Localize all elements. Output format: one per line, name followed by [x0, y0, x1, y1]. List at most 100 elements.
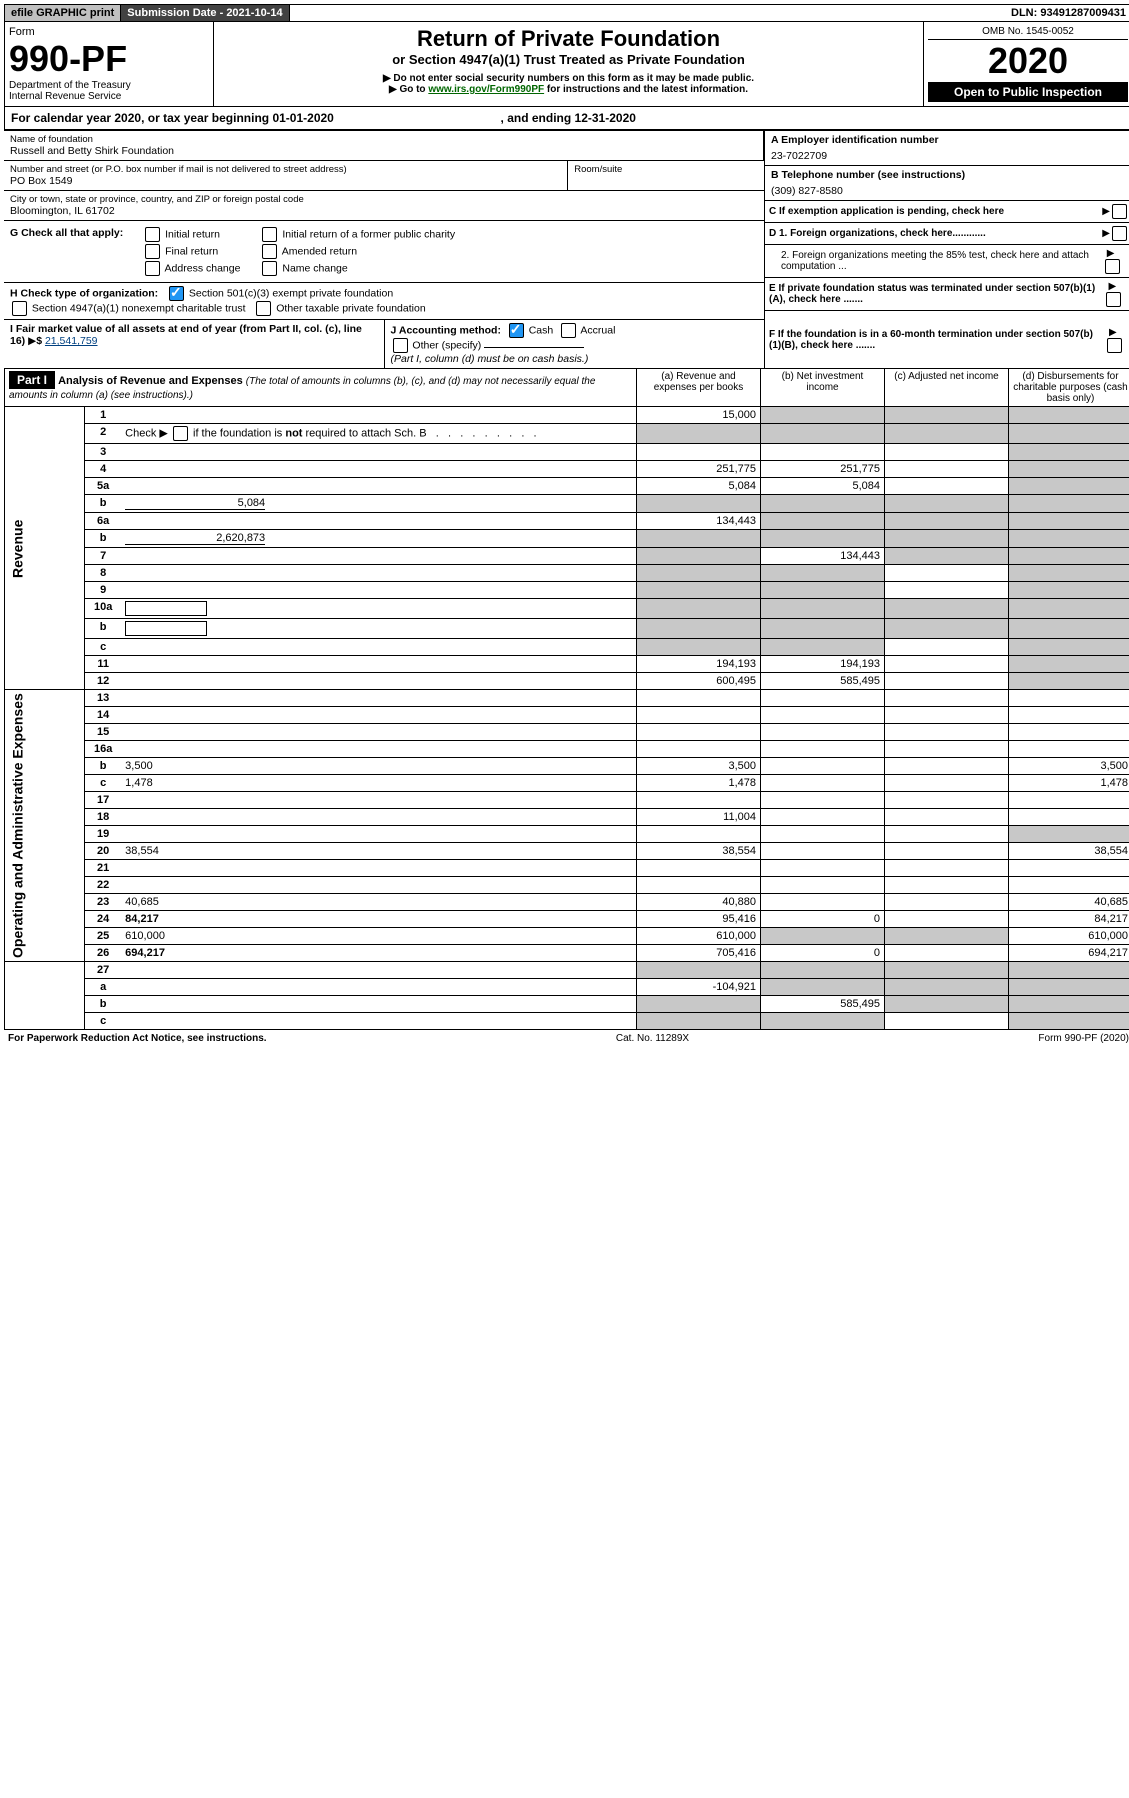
addr-label: Number and street (or P.O. box number if… — [10, 164, 561, 175]
e-label: E If private foundation status was termi… — [769, 283, 1104, 305]
table-row: 17 — [5, 792, 1129, 809]
table-row: 19 — [5, 826, 1129, 843]
table-row: Revenue115,000 — [5, 407, 1129, 424]
submission-date: Submission Date - 2021-10-14 — [121, 5, 289, 21]
ein: 23-7022709 — [771, 146, 1127, 162]
name-label: Name of foundation — [10, 134, 757, 145]
checkbox-icon[interactable] — [145, 244, 160, 259]
note1: ▶ Do not enter social security numbers o… — [218, 73, 919, 84]
table-row: 8 — [5, 565, 1129, 582]
col-b: (b) Net investment income — [761, 369, 885, 407]
fmv-value: 21,541,759 — [45, 335, 98, 347]
form-number: 990-PF — [9, 38, 209, 80]
note2: ▶ Go to www.irs.gov/Form990PF for instru… — [218, 84, 919, 95]
table-row: 3 — [5, 444, 1129, 461]
checkbox-icon[interactable] — [262, 244, 277, 259]
j-label: J Accounting method: — [391, 324, 501, 336]
checkbox-icon[interactable] — [561, 323, 576, 338]
footer-mid: Cat. No. 11289X — [616, 1033, 689, 1044]
city: Bloomington, IL 61702 — [10, 205, 758, 217]
foundation-name: Russell and Betty Shirk Foundation — [10, 145, 757, 157]
table-row: c — [5, 639, 1129, 656]
info-grid: Name of foundation Russell and Betty Shi… — [4, 130, 1129, 368]
table-row: a-104,921 — [5, 979, 1129, 996]
checkbox-icon[interactable] — [1107, 338, 1122, 353]
table-row: 2484,21795,416084,217 — [5, 911, 1129, 928]
g-opt: Initial return — [143, 227, 240, 242]
table-row: 2038,55438,55438,554 — [5, 843, 1129, 860]
topbar: efile GRAPHIC print Submission Date - 20… — [4, 4, 1129, 22]
checkbox-icon[interactable] — [1105, 259, 1120, 274]
table-row: c1,4781,4781,478 — [5, 775, 1129, 792]
col-d: (d) Disbursements for charitable purpose… — [1009, 369, 1129, 407]
checkbox-icon[interactable] — [169, 286, 184, 301]
expenses-section-label: Operating and Administrative Expenses — [5, 690, 85, 962]
h-label: H Check type of organization: — [10, 287, 158, 299]
footer-right: Form 990-PF (2020) — [1038, 1033, 1129, 1044]
dept: Department of the Treasury — [9, 80, 209, 91]
table-row: 7134,443 — [5, 548, 1129, 565]
irs: Internal Revenue Service — [9, 91, 209, 102]
footer-left: For Paperwork Reduction Act Notice, see … — [8, 1033, 267, 1044]
irs-link[interactable]: www.irs.gov/Form990PF — [428, 84, 544, 95]
g-opt: Name change — [260, 261, 455, 276]
f-label: F If the foundation is in a 60-month ter… — [769, 329, 1105, 351]
city-label: City or town, state or province, country… — [10, 194, 758, 205]
table-row: 16a — [5, 741, 1129, 758]
table-row: b3,5003,5003,500 — [5, 758, 1129, 775]
tel-label: B Telephone number (see instructions) — [771, 169, 1127, 181]
ein-label: A Employer identification number — [771, 134, 1127, 146]
c-label: C If exemption application is pending, c… — [769, 206, 1004, 217]
checkbox-icon[interactable] — [145, 261, 160, 276]
checkbox-icon[interactable] — [1112, 226, 1127, 241]
table-row: 9 — [5, 582, 1129, 599]
g-label: G Check all that apply: — [10, 227, 123, 276]
table-row: 11194,193194,193 — [5, 656, 1129, 673]
table-row: b585,495 — [5, 996, 1129, 1013]
checkbox-icon[interactable] — [1106, 292, 1121, 307]
header: Form 990-PF Department of the Treasury I… — [4, 22, 1129, 107]
col-a: (a) Revenue and expenses per books — [637, 369, 761, 407]
checkbox-icon[interactable] — [145, 227, 160, 242]
col-c: (c) Adjusted net income — [885, 369, 1009, 407]
part1-table: Part I Analysis of Revenue and Expenses … — [4, 368, 1129, 1030]
table-row: 15 — [5, 724, 1129, 741]
g-opt: Amended return — [260, 244, 455, 259]
checkbox-icon[interactable] — [1112, 204, 1127, 219]
table-row: 1811,004 — [5, 809, 1129, 826]
table-row: b — [5, 619, 1129, 639]
form-subtitle: or Section 4947(a)(1) Trust Treated as P… — [218, 52, 919, 67]
tax-year: 2020 — [928, 40, 1128, 82]
table-row: 12600,495585,495 — [5, 673, 1129, 690]
table-row: 27 — [5, 962, 1129, 979]
checkbox-icon[interactable] — [393, 338, 408, 353]
checkbox-icon[interactable] — [509, 323, 524, 338]
form-title: Return of Private Foundation — [218, 26, 919, 52]
room-label: Room/suite — [574, 164, 758, 175]
open-public: Open to Public Inspection — [928, 82, 1128, 102]
table-row: b 5,084 — [5, 495, 1129, 513]
d1-label: D 1. Foreign organizations, check here..… — [769, 228, 986, 239]
table-row: 6a134,443 — [5, 513, 1129, 530]
address: PO Box 1549 — [10, 175, 561, 187]
table-row: 2Check ▶ if the foundation is not requir… — [5, 424, 1129, 444]
checkbox-icon[interactable] — [262, 227, 277, 242]
table-row: 5a5,0845,084 — [5, 478, 1129, 495]
form-label: Form — [9, 26, 209, 38]
j-note: (Part I, column (d) must be on cash basi… — [391, 353, 589, 365]
checkbox-icon[interactable] — [12, 301, 27, 316]
g-opt: Initial return of a former public charit… — [260, 227, 455, 242]
omb: OMB No. 1545-0052 — [928, 26, 1128, 40]
d2-label: 2. Foreign organizations meeting the 85%… — [769, 250, 1103, 272]
table-row: b 2,620,873 — [5, 530, 1129, 548]
efile-print: efile GRAPHIC print — [5, 5, 121, 21]
calendar-year: For calendar year 2020, or tax year begi… — [4, 107, 1129, 130]
g-opt: Address change — [143, 261, 240, 276]
part1-label: Part I — [9, 371, 55, 389]
checkbox-icon[interactable] — [256, 301, 271, 316]
table-row: 21 — [5, 860, 1129, 877]
table-row: 14 — [5, 707, 1129, 724]
checkbox-icon[interactable] — [262, 261, 277, 276]
table-row: 10a — [5, 599, 1129, 619]
revenue-section-label: Revenue — [5, 407, 85, 690]
